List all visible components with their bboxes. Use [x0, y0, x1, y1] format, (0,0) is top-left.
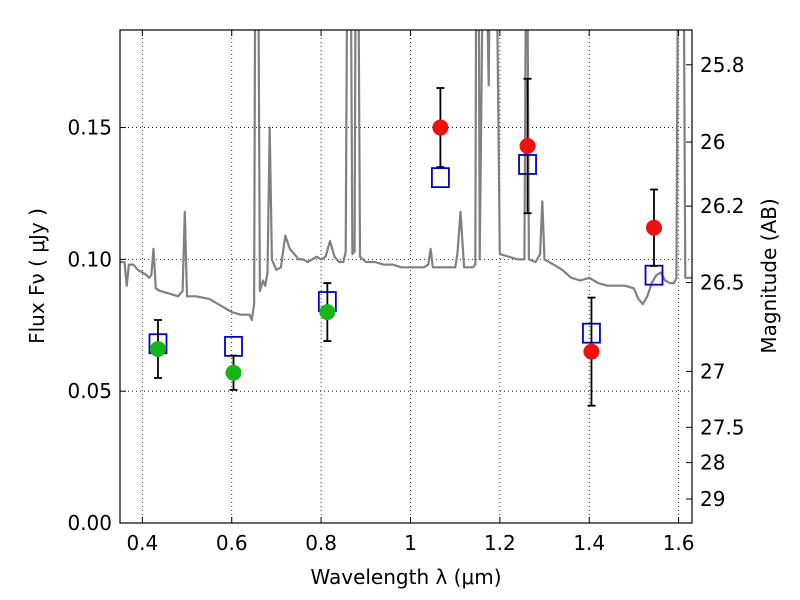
magnitude-tick-label: 26.2 [700, 194, 745, 218]
spectrum-line [120, 30, 692, 322]
y-axis-right-title: Magnitude (AB) [757, 198, 781, 353]
y-tick-label: 0.00 [67, 511, 112, 535]
data-point-marker [646, 219, 663, 236]
y-tick-label: 0.10 [67, 247, 112, 271]
x-tick-label: 0.4 [126, 531, 158, 555]
magnitude-tick-label: 25.8 [700, 53, 745, 77]
magnitude-tick-label: 27 [700, 359, 725, 383]
model-square-marker [431, 167, 450, 189]
plot-frame [119, 29, 693, 524]
magnitude-tick-label: 26.5 [700, 271, 745, 295]
x-tick-label: 1.4 [573, 531, 605, 555]
magnitude-tick-label: 28 [700, 451, 725, 475]
y-tick-label: 0.15 [67, 116, 112, 140]
data-point-marker [519, 138, 536, 154]
x-tick-label: 1.2 [484, 531, 516, 555]
magnitude-tick-label: 27.5 [700, 415, 745, 439]
data-point-marker [432, 119, 449, 136]
data-point-marker [319, 304, 336, 321]
magnitude-tick-label: 26 [700, 130, 725, 154]
data-point-marker [225, 364, 242, 381]
x-tick-label: 1 [404, 531, 417, 555]
x-tick-label: 0.8 [305, 531, 337, 555]
data-point-marker [149, 341, 166, 357]
x-tick-label: 0.6 [216, 531, 248, 555]
y-axis-title: Flux Fν ( μJy ) [25, 208, 49, 344]
y-tick-label: 0.05 [67, 379, 112, 403]
x-tick-label: 1.6 [663, 531, 695, 555]
magnitude-tick-label: 29 [700, 487, 725, 511]
x-axis-title: Wavelength λ (μm) [310, 565, 501, 589]
spectrum-layer [120, 30, 692, 322]
axis-ticks: 0.4 0.6 0.8 1 1.2 1.4 1.6 0.00 0.05 0.10 0.15 25.8 2… [67, 30, 745, 555]
data-point-marker [583, 343, 600, 360]
photometry-points [148, 77, 664, 407]
